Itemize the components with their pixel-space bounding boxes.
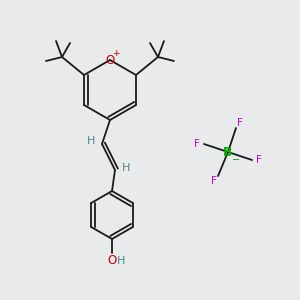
Text: H: H <box>122 163 130 173</box>
Text: H: H <box>87 136 95 146</box>
Text: F: F <box>256 155 262 165</box>
Text: H: H <box>117 256 125 266</box>
Text: B: B <box>223 146 233 158</box>
Text: O: O <box>105 53 115 67</box>
Text: F: F <box>211 176 217 186</box>
Text: −: − <box>232 155 240 165</box>
Text: +: + <box>112 50 120 58</box>
Text: O: O <box>107 254 117 268</box>
Text: F: F <box>237 118 243 128</box>
Text: F: F <box>194 139 200 149</box>
